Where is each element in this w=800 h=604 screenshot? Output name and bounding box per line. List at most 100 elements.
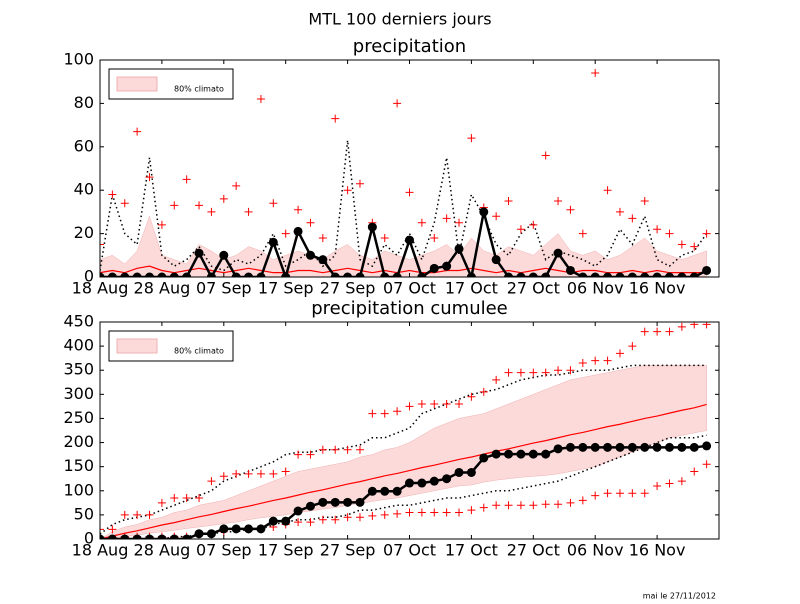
y-tick-label: 50	[74, 504, 94, 523]
plus-marker	[529, 368, 538, 377]
plus-marker	[133, 127, 142, 136]
plus-marker	[393, 509, 402, 518]
plus-marker	[566, 366, 575, 375]
plus-marker	[479, 503, 488, 512]
chart-title: precipitation cumulee	[311, 298, 508, 319]
observed-point	[305, 501, 315, 511]
plus-marker	[318, 233, 327, 242]
y-tick-label: 150	[63, 456, 94, 475]
plus-marker	[541, 151, 550, 160]
observed-point	[417, 478, 427, 488]
plus-marker	[516, 501, 525, 510]
plus-marker	[219, 472, 228, 481]
observed-point	[553, 444, 563, 454]
observed-point	[417, 272, 427, 277]
plus-marker	[442, 508, 451, 517]
plus-marker	[306, 518, 315, 527]
plus-marker	[665, 479, 674, 488]
plus-marker	[368, 511, 377, 520]
y-tick-label: 0	[84, 267, 94, 286]
plus-marker	[108, 525, 117, 534]
plus-marker	[541, 500, 550, 509]
observed-point	[169, 534, 179, 539]
plus-marker	[467, 134, 476, 143]
plus-marker	[628, 342, 637, 351]
x-tick-label: 27 Oct	[507, 279, 560, 298]
y-tick-label: 80	[74, 93, 94, 112]
plus-marker	[578, 229, 587, 238]
x-tick-label: 07 Sep	[196, 541, 252, 560]
observed-point	[343, 497, 353, 507]
plus-marker	[355, 513, 364, 522]
observed-point	[392, 272, 402, 277]
plot-area	[100, 69, 712, 277]
plus-marker	[566, 205, 575, 214]
plus-marker	[195, 494, 204, 503]
plus-marker	[256, 95, 265, 104]
plus-marker	[578, 496, 587, 505]
plus-marker	[640, 489, 649, 498]
plus-marker	[294, 518, 303, 527]
observed-point	[219, 250, 229, 260]
x-tick-label: 07 Oct	[383, 279, 436, 298]
plus-marker	[566, 498, 575, 507]
legend-swatch	[116, 338, 158, 354]
plus-marker	[120, 199, 129, 208]
plus-marker	[640, 197, 649, 206]
observed-point	[231, 524, 241, 534]
plus-marker	[269, 469, 278, 478]
plus-marker	[355, 445, 364, 454]
observed-point	[107, 272, 117, 277]
plus-marker	[108, 190, 117, 199]
plus-marker	[640, 327, 649, 336]
observed-point	[429, 476, 439, 486]
plus-marker	[306, 450, 315, 459]
plus-marker	[133, 510, 142, 519]
plus-marker	[281, 229, 290, 238]
observed-point	[442, 261, 452, 271]
plot-area	[100, 322, 712, 539]
observed-point	[293, 506, 303, 516]
x-tick-label: 18 Aug	[72, 279, 129, 298]
observed-point	[479, 207, 489, 217]
observed-point	[182, 534, 192, 539]
plus-marker	[677, 477, 686, 486]
plus-marker	[442, 399, 451, 408]
observed-point	[627, 442, 637, 452]
plus-marker	[702, 229, 711, 238]
plus-marker	[628, 489, 637, 498]
plus-marker	[603, 489, 612, 498]
plus-marker	[219, 194, 228, 203]
observed-point	[689, 442, 699, 452]
observed-point	[491, 255, 501, 265]
legend-swatch	[116, 76, 158, 92]
observed-point	[627, 272, 637, 277]
x-tick-label: 07 Sep	[196, 279, 252, 298]
observed-point	[640, 272, 650, 277]
plus-marker	[430, 399, 439, 408]
observed-point	[528, 449, 538, 459]
figure-title: MTL 100 derniers jours	[308, 10, 491, 29]
observed-point	[367, 486, 377, 496]
plus-marker	[120, 510, 129, 519]
plus-marker	[554, 500, 563, 509]
observed-point	[145, 272, 155, 277]
plus-marker	[504, 197, 513, 206]
plus-marker	[331, 515, 340, 524]
plus-marker	[343, 445, 352, 454]
plus-marker	[100, 525, 104, 534]
plus-marker	[578, 358, 587, 367]
plus-marker	[455, 508, 464, 517]
observed-point	[590, 442, 600, 452]
observed-point	[615, 442, 625, 452]
observed-point	[194, 248, 204, 258]
observed-point	[206, 529, 216, 539]
observed-point	[281, 516, 291, 526]
observed-point	[664, 272, 674, 277]
x-tick-label: 18 Aug	[72, 541, 129, 560]
y-tick-label: 0	[84, 529, 94, 548]
y-tick-label: 100	[63, 50, 94, 69]
y-tick-label: 200	[63, 432, 94, 451]
observed-point	[652, 442, 662, 452]
